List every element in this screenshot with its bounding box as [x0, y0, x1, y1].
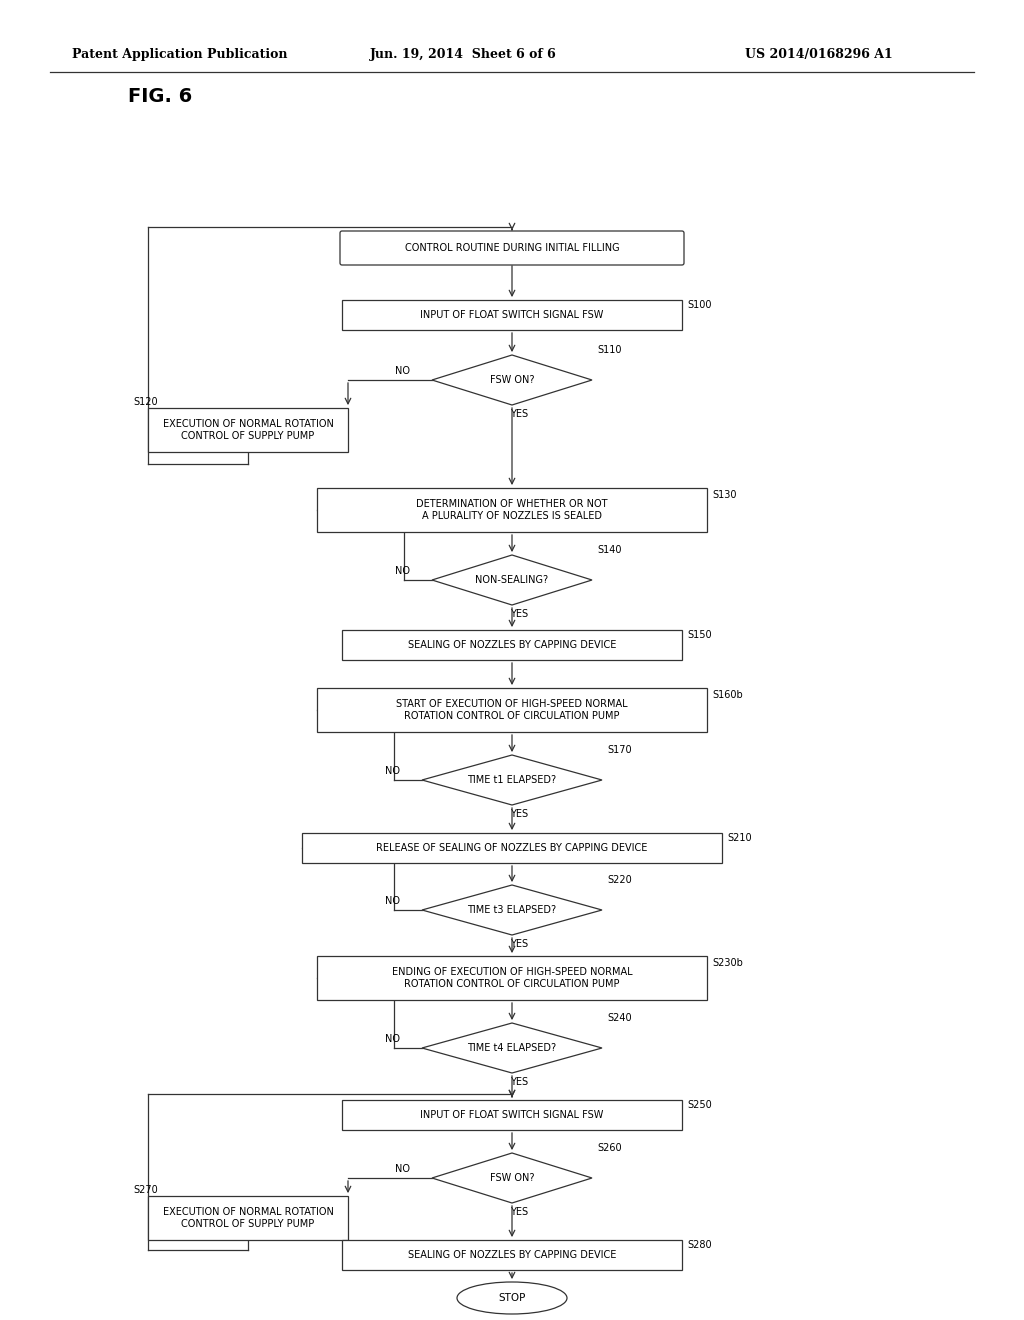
Text: YES: YES — [510, 939, 528, 949]
Ellipse shape — [457, 1282, 567, 1313]
FancyBboxPatch shape — [340, 231, 684, 265]
Text: S140: S140 — [597, 545, 622, 554]
Text: YES: YES — [510, 609, 528, 619]
Text: S240: S240 — [607, 1012, 632, 1023]
Text: NON-SEALING?: NON-SEALING? — [475, 576, 549, 585]
Polygon shape — [432, 1152, 592, 1203]
Text: CONTROL ROUTINE DURING INITIAL FILLING: CONTROL ROUTINE DURING INITIAL FILLING — [404, 243, 620, 253]
FancyBboxPatch shape — [317, 956, 707, 1001]
Text: YES: YES — [510, 1206, 528, 1217]
Text: STOP: STOP — [499, 1294, 525, 1303]
Text: NO: NO — [395, 1164, 410, 1173]
Text: FSW ON?: FSW ON? — [489, 1173, 535, 1183]
Text: INPUT OF FLOAT SWITCH SIGNAL FSW: INPUT OF FLOAT SWITCH SIGNAL FSW — [420, 1110, 604, 1119]
Text: TIME t1 ELAPSED?: TIME t1 ELAPSED? — [467, 775, 557, 785]
Text: INPUT OF FLOAT SWITCH SIGNAL FSW: INPUT OF FLOAT SWITCH SIGNAL FSW — [420, 310, 604, 319]
Text: YES: YES — [510, 1077, 528, 1086]
Text: START OF EXECUTION OF HIGH-SPEED NORMAL
ROTATION CONTROL OF CIRCULATION PUMP: START OF EXECUTION OF HIGH-SPEED NORMAL … — [396, 698, 628, 721]
Text: YES: YES — [510, 409, 528, 418]
Text: S230b: S230b — [712, 958, 742, 968]
Text: S170: S170 — [607, 744, 632, 755]
Text: S100: S100 — [687, 300, 712, 310]
Text: YES: YES — [510, 809, 528, 818]
Text: SEALING OF NOZZLES BY CAPPING DEVICE: SEALING OF NOZZLES BY CAPPING DEVICE — [408, 1250, 616, 1261]
Polygon shape — [422, 884, 602, 935]
Text: EXECUTION OF NORMAL ROTATION
CONTROL OF SUPPLY PUMP: EXECUTION OF NORMAL ROTATION CONTROL OF … — [163, 1206, 334, 1229]
FancyBboxPatch shape — [317, 688, 707, 733]
Text: TIME t3 ELAPSED?: TIME t3 ELAPSED? — [467, 906, 557, 915]
Text: S150: S150 — [687, 630, 712, 640]
Text: NO: NO — [395, 366, 410, 376]
Text: NO: NO — [385, 896, 400, 906]
Text: DETERMINATION OF WHETHER OR NOT
A PLURALITY OF NOZZLES IS SEALED: DETERMINATION OF WHETHER OR NOT A PLURAL… — [416, 499, 608, 521]
Text: S130: S130 — [712, 490, 736, 500]
Text: S120: S120 — [133, 397, 158, 407]
Text: S220: S220 — [607, 875, 632, 884]
Text: FIG. 6: FIG. 6 — [128, 87, 193, 106]
Text: RELEASE OF SEALING OF NOZZLES BY CAPPING DEVICE: RELEASE OF SEALING OF NOZZLES BY CAPPING… — [376, 843, 648, 853]
FancyBboxPatch shape — [302, 833, 722, 863]
Polygon shape — [422, 1023, 602, 1073]
Text: S250: S250 — [687, 1100, 712, 1110]
FancyBboxPatch shape — [342, 1100, 682, 1130]
FancyBboxPatch shape — [317, 488, 707, 532]
FancyBboxPatch shape — [342, 1239, 682, 1270]
Polygon shape — [432, 355, 592, 405]
Text: S160b: S160b — [712, 690, 742, 700]
Text: ENDING OF EXECUTION OF HIGH-SPEED NORMAL
ROTATION CONTROL OF CIRCULATION PUMP: ENDING OF EXECUTION OF HIGH-SPEED NORMAL… — [392, 966, 632, 989]
Text: TIME t4 ELAPSED?: TIME t4 ELAPSED? — [467, 1043, 557, 1053]
Text: S280: S280 — [687, 1239, 712, 1250]
FancyBboxPatch shape — [342, 300, 682, 330]
Text: NO: NO — [395, 566, 410, 576]
Text: S260: S260 — [597, 1143, 622, 1152]
Text: US 2014/0168296 A1: US 2014/0168296 A1 — [745, 48, 893, 61]
FancyBboxPatch shape — [148, 408, 348, 451]
Text: FSW ON?: FSW ON? — [489, 375, 535, 385]
Text: Jun. 19, 2014  Sheet 6 of 6: Jun. 19, 2014 Sheet 6 of 6 — [370, 48, 557, 61]
Text: EXECUTION OF NORMAL ROTATION
CONTROL OF SUPPLY PUMP: EXECUTION OF NORMAL ROTATION CONTROL OF … — [163, 418, 334, 441]
Text: SEALING OF NOZZLES BY CAPPING DEVICE: SEALING OF NOZZLES BY CAPPING DEVICE — [408, 640, 616, 649]
Text: S270: S270 — [133, 1185, 158, 1195]
Polygon shape — [422, 755, 602, 805]
Text: S210: S210 — [727, 833, 752, 843]
Polygon shape — [432, 554, 592, 605]
Text: NO: NO — [385, 1034, 400, 1044]
Text: S110: S110 — [597, 345, 622, 355]
Text: NO: NO — [385, 766, 400, 776]
FancyBboxPatch shape — [342, 630, 682, 660]
FancyBboxPatch shape — [148, 1196, 348, 1239]
Text: Patent Application Publication: Patent Application Publication — [72, 48, 288, 61]
